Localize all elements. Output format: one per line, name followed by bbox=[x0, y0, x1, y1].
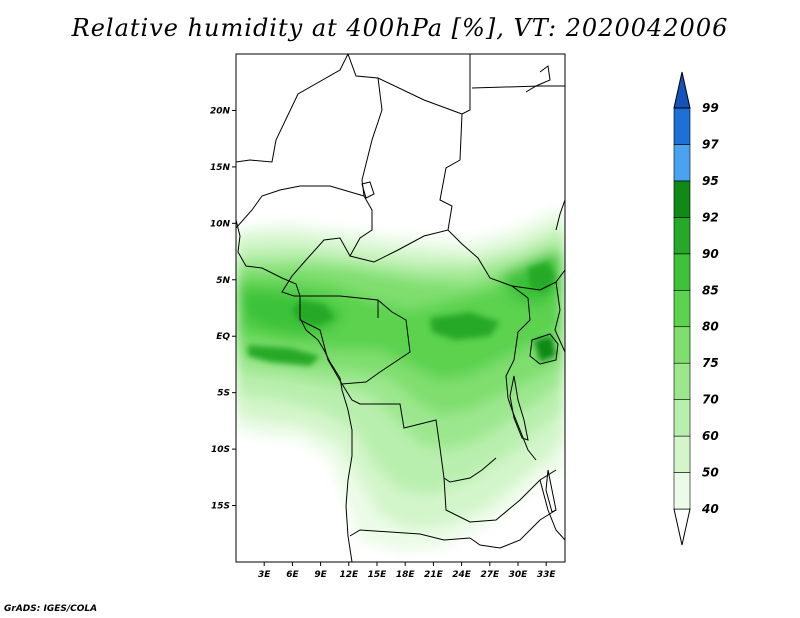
plot-frame bbox=[235, 53, 566, 563]
field-level-95-east bbox=[534, 336, 556, 362]
boundary-zimbabwe-mozambique bbox=[539, 479, 565, 541]
colorbar-segment bbox=[673, 289, 691, 328]
latitude-axis: 20N 15N 10N 5N EQ 5S 10S 15S bbox=[210, 106, 236, 512]
field-level-92-east bbox=[528, 262, 556, 292]
colorbar-label: 70 bbox=[702, 393, 719, 407]
lat-tick-label: 15N bbox=[210, 163, 231, 173]
lon-tick-label: 24E bbox=[452, 570, 472, 580]
lat-tick-label: 20N bbox=[210, 106, 231, 116]
boundary-nigeria-cameroon bbox=[236, 185, 365, 229]
boundary-egypt-north bbox=[471, 85, 565, 89]
colorbar-segment bbox=[673, 217, 691, 255]
colorbar-segment bbox=[673, 472, 691, 510]
red-sea-coast bbox=[525, 65, 551, 93]
map-title: Relative humidity at 400hPa [%], VT: 202… bbox=[71, 14, 729, 42]
colorbar-segment bbox=[673, 144, 691, 182]
colorbar-label: 60 bbox=[702, 429, 719, 443]
colorbar-label: 75 bbox=[702, 356, 719, 370]
lake-chad bbox=[361, 181, 375, 199]
colorbar-segment bbox=[673, 253, 691, 291]
boundary-south-sudan-uganda bbox=[511, 269, 565, 291]
colorbar-segment bbox=[673, 326, 691, 364]
colorbar-over-triangle bbox=[673, 71, 691, 109]
boundary-sudan-libya bbox=[377, 77, 463, 231]
colorbar-segment bbox=[673, 180, 691, 218]
colorbar-label: 92 bbox=[702, 210, 719, 224]
coastline-east bbox=[555, 199, 565, 231]
field-level-92-west bbox=[292, 300, 335, 326]
boundary-congo-drc bbox=[327, 299, 411, 385]
colorbar-label: 40 bbox=[701, 502, 719, 516]
lat-tick-label: 5N bbox=[216, 276, 230, 286]
colorbar-label: 85 bbox=[702, 283, 719, 297]
lat-tick-label: 10S bbox=[211, 445, 230, 455]
humidity-field bbox=[236, 54, 565, 562]
lat-tick-label: 15S bbox=[211, 502, 230, 512]
boundary-drc-angola bbox=[341, 383, 497, 483]
colorbar-label: 50 bbox=[702, 466, 719, 480]
longitude-axis: 3E 6E 9E 12E 15E 18E 21E 24E 27E 30E 33E bbox=[258, 562, 556, 580]
boundary-niger-chad bbox=[236, 54, 349, 163]
lon-tick-label: 33E bbox=[537, 570, 557, 580]
political-boundaries bbox=[236, 54, 565, 562]
field-level-92-center bbox=[430, 312, 500, 340]
colorbar-label: 80 bbox=[702, 320, 719, 334]
colorbar-segment bbox=[673, 399, 691, 437]
boundary-chad-car bbox=[349, 195, 529, 299]
colorbar-segment bbox=[673, 435, 691, 473]
boundary-kenya bbox=[554, 281, 565, 353]
lake-tanganyika bbox=[509, 375, 529, 441]
lon-tick-label: 18E bbox=[396, 570, 416, 580]
coastline-west bbox=[236, 219, 353, 562]
field-level-92-southwest bbox=[248, 345, 320, 366]
lon-tick-label: 9E bbox=[314, 570, 327, 580]
boundary-egypt-sudan bbox=[461, 54, 471, 115]
lake-victoria bbox=[529, 333, 559, 365]
boundary-botswana bbox=[469, 509, 557, 549]
boundary-cameroon bbox=[281, 237, 379, 318]
lon-tick-label: 27E bbox=[480, 570, 500, 580]
grads-credit: GrADS: IGES/COLA bbox=[4, 604, 98, 614]
colorbar-label: 95 bbox=[702, 174, 719, 188]
boundary-libya-chad bbox=[347, 54, 383, 197]
colorbar-segment bbox=[673, 362, 691, 400]
lake-malawi bbox=[545, 469, 557, 513]
lon-tick-label: 6E bbox=[286, 570, 299, 580]
colorbar-segment bbox=[673, 107, 691, 145]
lon-tick-label: 30E bbox=[509, 570, 529, 580]
colorbar-label: 97 bbox=[702, 137, 719, 151]
colorbar-under-triangle bbox=[673, 508, 691, 546]
colorbar: 40 50 60 70 75 80 85 90 92 95 97 99 bbox=[673, 71, 719, 546]
lon-tick-label: 21E bbox=[424, 570, 444, 580]
lat-tick-label: EQ bbox=[216, 332, 230, 342]
lat-tick-label: 10N bbox=[210, 219, 231, 229]
lon-tick-label: 12E bbox=[339, 570, 359, 580]
boundary-drc-east bbox=[505, 297, 537, 461]
colorbar-label: 99 bbox=[702, 101, 719, 115]
field-level-85 bbox=[236, 255, 560, 380]
lon-tick-label: 15E bbox=[368, 570, 388, 580]
boundary-angola-namibia bbox=[349, 529, 471, 541]
lat-tick-label: 5S bbox=[217, 389, 230, 399]
lon-tick-label: 3E bbox=[258, 570, 271, 580]
colorbar-label: 90 bbox=[702, 247, 719, 261]
